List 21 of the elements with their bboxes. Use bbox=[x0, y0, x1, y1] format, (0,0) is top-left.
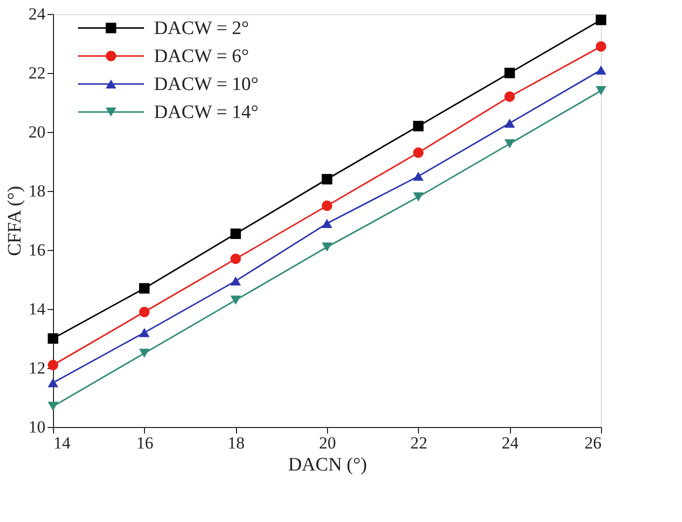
y-tick-label: 14 bbox=[28, 300, 46, 318]
x-tick-label: 14 bbox=[54, 434, 71, 452]
legend-label: DACW = 10° bbox=[154, 74, 259, 95]
y-tick-label: 16 bbox=[28, 240, 46, 260]
legend-label: DACW = 14° bbox=[154, 102, 259, 123]
x-tick-label: 24 bbox=[502, 434, 520, 452]
legend-label: DACW = 6° bbox=[154, 46, 250, 67]
y-tick-label: 22 bbox=[28, 64, 46, 82]
x-axis-title: DACN (°) bbox=[288, 454, 367, 476]
y-tick-label: 12 bbox=[28, 358, 46, 378]
y-tick-label: 20 bbox=[28, 122, 46, 142]
legend-label: DACW = 2° bbox=[154, 18, 250, 39]
x-tick-label: 16 bbox=[136, 434, 154, 452]
x-tick-label: 22 bbox=[410, 434, 428, 452]
x-tick-label: 26 bbox=[584, 434, 602, 452]
x-tick-label: 20 bbox=[319, 434, 336, 452]
y-axis-title: CFFA (°) bbox=[4, 186, 26, 256]
y-tick-label: 18 bbox=[28, 182, 46, 200]
y-tick-label: 10 bbox=[28, 418, 46, 436]
y-tick-label: 24 bbox=[28, 4, 46, 24]
x-tick-label: 18 bbox=[228, 434, 245, 452]
